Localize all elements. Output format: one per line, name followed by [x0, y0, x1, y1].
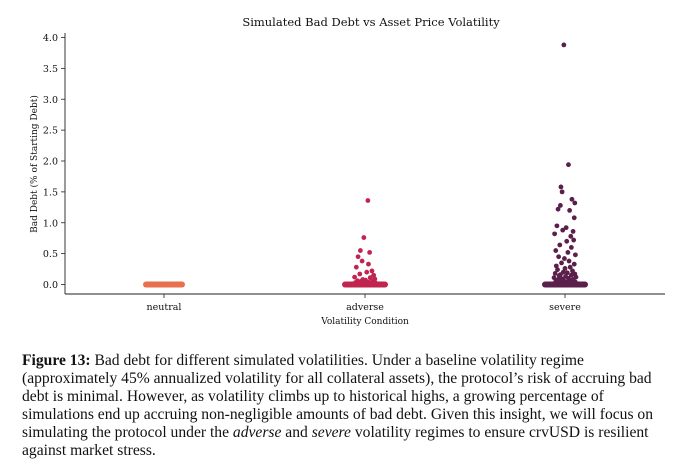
caption-label: Figure 13: [22, 352, 91, 369]
data-point-severe [567, 264, 573, 270]
data-point-severe [571, 261, 577, 267]
data-point-adverse [355, 254, 361, 260]
data-point-adverse [362, 282, 368, 287]
x-axis-label: Volatility Condition [320, 317, 409, 327]
data-point-severe [567, 208, 573, 213]
data-point-severe [559, 260, 564, 266]
data-point-severe [572, 200, 578, 206]
y-tick-label: 4.0 [43, 33, 58, 44]
data-point-severe [569, 196, 575, 202]
y-tick-label: 3.0 [43, 95, 58, 106]
data-point-severe [572, 252, 578, 258]
data-point-severe [568, 233, 574, 239]
data-point-severe [555, 267, 560, 273]
y-tick-label: 3.5 [43, 64, 58, 75]
data-point-severe [561, 42, 567, 48]
y-tick-label: 1.5 [43, 187, 58, 198]
data-point-severe [557, 203, 563, 208]
data-point-adverse [373, 282, 379, 287]
data-point-severe [557, 242, 563, 248]
data-point-adverse [357, 248, 363, 253]
data-point-adverse [369, 282, 375, 287]
y-tick-label: 1.0 [43, 218, 58, 229]
data-point-adverse [359, 258, 365, 264]
y-axis-ticks: 0.0 0.5 1.0 1.5 2.0 2.5 3.0 3.5 4.0 [43, 33, 65, 291]
data-point-adverse [351, 282, 357, 287]
data-point-severe [563, 225, 569, 231]
data-point-severe [552, 270, 558, 276]
data-point-severe [562, 256, 567, 261]
data-point-severe [571, 215, 577, 221]
data-point-adverse [367, 275, 373, 281]
caption-text-2: and [281, 424, 312, 441]
data-point-severe [552, 282, 558, 287]
data-point-severe [552, 231, 558, 237]
data-point-severe [553, 248, 559, 253]
y-tick-label: 2.5 [43, 126, 58, 137]
data-point-severe [554, 223, 560, 229]
data-point-severe [564, 270, 570, 276]
data-point-severe [568, 245, 574, 250]
data-point-adverse [366, 261, 371, 267]
y-tick-label: 0.5 [43, 249, 58, 260]
data-point-severe [558, 184, 564, 190]
data-point-adverse [352, 274, 358, 280]
data-point-severe [556, 254, 562, 260]
data-point-adverse [371, 272, 377, 278]
data-point-severe [571, 237, 577, 243]
data-point-adverse [353, 264, 359, 270]
data-point-adverse [367, 249, 373, 255]
data-point-adverse [369, 268, 375, 274]
y-tick-label: 2.0 [43, 157, 58, 168]
data-point-severe [553, 263, 559, 269]
bad-debt-strip-chart: Simulated Bad Debt vs Asset Price Volati… [29, 15, 665, 327]
data-point-severe [564, 238, 570, 244]
data-point-neutral [171, 282, 177, 287]
data-point-adverse [357, 271, 363, 277]
data-point-severe [556, 273, 562, 279]
data-point-severe [560, 227, 566, 233]
chart-title: Simulated Bad Debt vs Asset Price Volati… [242, 15, 500, 29]
data-point-severe [565, 282, 571, 287]
x-tick-label-neutral: neutral [147, 302, 182, 313]
caption-text-1: Bad debt for different simulated volatil… [22, 352, 654, 441]
data-point-severe [555, 206, 561, 212]
y-axis-label: Bad Debt (% of Starting Debt) [29, 95, 40, 233]
data-point-severe [573, 282, 579, 287]
data-point-severe [565, 249, 571, 255]
data-point-severe [562, 266, 568, 271]
data-point-severe [568, 272, 574, 278]
data-point-adverse [364, 269, 370, 275]
data-point-severe [551, 275, 557, 281]
data-point-adverse [365, 198, 371, 203]
data-point-severe [559, 189, 565, 195]
data-point-severe [570, 228, 576, 234]
data-point-severe [566, 258, 572, 264]
y-tick-label: 0.0 [43, 280, 58, 291]
data-point-adverse [361, 235, 367, 240]
x-tick-label-adverse: adverse [346, 302, 384, 313]
caption-em-severe: severe [311, 424, 351, 441]
data-point-severe [566, 162, 571, 168]
data-point-adverse [356, 282, 362, 287]
x-tick-label-severe: severe [549, 302, 581, 313]
caption-em-adverse: adverse [232, 424, 282, 441]
figure-caption: Figure 13: Bad debt for different simula… [22, 352, 676, 460]
scatter-points [143, 42, 588, 288]
x-axis-ticks: neutral adverse severe [147, 294, 581, 313]
data-point-severe [560, 282, 566, 287]
